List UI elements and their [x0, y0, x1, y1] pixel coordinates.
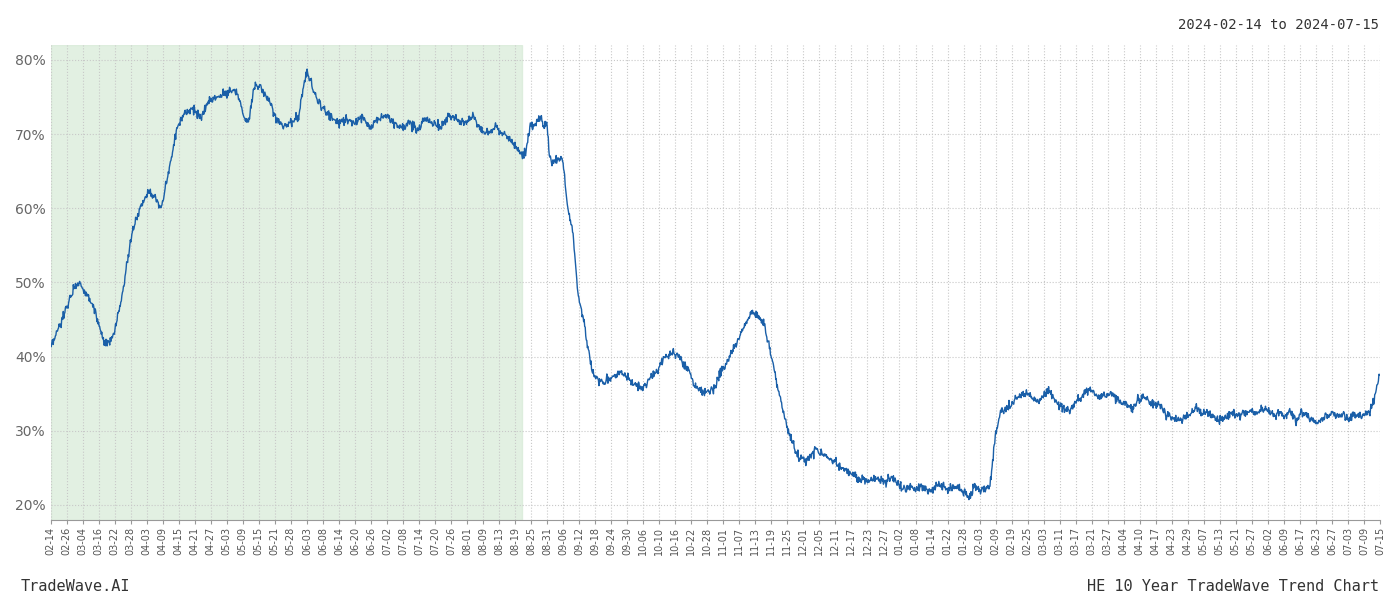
Bar [50, 45, 522, 520]
Text: 2024-02-14 to 2024-07-15: 2024-02-14 to 2024-07-15 [1177, 18, 1379, 32]
Text: TradeWave.AI: TradeWave.AI [21, 579, 130, 594]
Text: HE 10 Year TradeWave Trend Chart: HE 10 Year TradeWave Trend Chart [1086, 579, 1379, 594]
